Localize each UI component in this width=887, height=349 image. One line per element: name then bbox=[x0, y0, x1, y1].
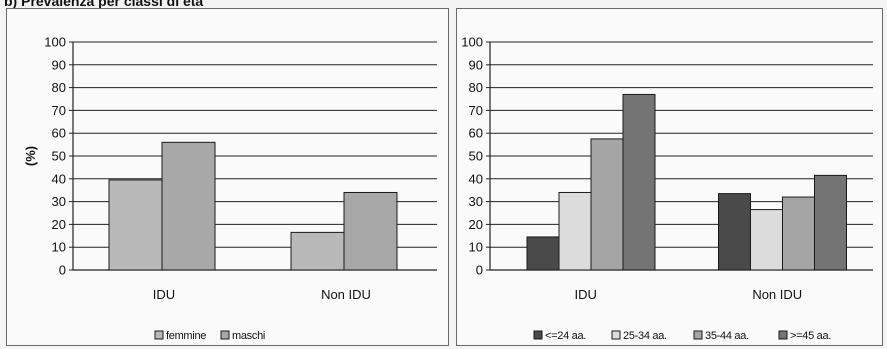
figure-heading: b) Prevalenza per classi di età bbox=[4, 0, 204, 9]
y-tick-label: 10 bbox=[52, 240, 66, 255]
legend-label: 35-44 aa. bbox=[705, 330, 749, 342]
category-label: IDU bbox=[575, 287, 597, 302]
y-tick-label: 90 bbox=[469, 57, 483, 72]
y-tick-label: 40 bbox=[52, 171, 66, 186]
y-tick-label: 20 bbox=[52, 217, 66, 232]
bar-idu-0 bbox=[108, 179, 163, 271]
bar-chart-by-age: 0 10 20 30 40 50 60 70 80 90 100 IDU Non IDU <=24 aa.… bbox=[461, 35, 873, 342]
legend-label: <=24 aa. bbox=[545, 330, 586, 342]
y-tick-label: 70 bbox=[52, 103, 66, 118]
bar-non-idu-3 bbox=[814, 174, 847, 271]
bar-chart-by-sex: 0 10 20 30 40 50 60 70 80 90 100 (%) IDU Non IDU femmi… bbox=[23, 35, 437, 342]
category-label: Non IDU bbox=[752, 287, 802, 302]
y-tick-label: 80 bbox=[469, 80, 483, 95]
legend-label: femmine bbox=[166, 330, 206, 342]
legend-label: 25-34 aa. bbox=[623, 330, 667, 342]
bar-idu-1 bbox=[558, 191, 592, 271]
y-axis-label: (%) bbox=[23, 146, 38, 166]
y-tick-label: 10 bbox=[469, 240, 483, 255]
legend-swatch bbox=[778, 330, 788, 340]
chart-panel-by-age: 0 10 20 30 40 50 60 70 80 90 100 IDU Non IDU <=24 aa.… bbox=[456, 8, 883, 346]
legend-swatch bbox=[533, 330, 543, 340]
bar-non-idu-0 bbox=[718, 193, 751, 271]
y-tick-label: 20 bbox=[469, 217, 483, 232]
y-tick-label: 60 bbox=[469, 126, 483, 141]
category-label: IDU bbox=[153, 287, 175, 302]
bar-idu-1 bbox=[161, 141, 216, 271]
bar-idu-3 bbox=[622, 93, 656, 271]
bar-non-idu-0 bbox=[290, 231, 345, 271]
bar-idu-2 bbox=[590, 138, 624, 271]
y-tick-label: 40 bbox=[469, 171, 483, 186]
bar-non-idu-1 bbox=[343, 191, 398, 271]
y-tick-label: 100 bbox=[44, 35, 66, 50]
bar-non-idu-1 bbox=[750, 209, 783, 271]
y-tick-label: 30 bbox=[52, 194, 66, 209]
legend-swatch bbox=[154, 330, 164, 340]
chart-panel-by-sex: 0 10 20 30 40 50 60 70 80 90 100 (%) IDU Non IDU femmi… bbox=[6, 8, 449, 346]
legend-swatch bbox=[693, 330, 703, 340]
legend-swatch bbox=[220, 330, 230, 340]
y-tick-label: 50 bbox=[52, 149, 66, 164]
y-tick-label: 60 bbox=[52, 126, 66, 141]
y-tick-label: 30 bbox=[469, 194, 483, 209]
category-label: Non IDU bbox=[321, 287, 371, 302]
legend-label: >=45 aa. bbox=[790, 330, 831, 342]
legend-swatch bbox=[611, 330, 621, 340]
bar-idu-0 bbox=[526, 236, 560, 271]
legend-label: maschi bbox=[232, 330, 265, 342]
y-tick-label: 70 bbox=[469, 103, 483, 118]
y-tick-label: 50 bbox=[469, 149, 483, 164]
y-tick-label: 100 bbox=[461, 35, 483, 50]
y-tick-label: 0 bbox=[59, 263, 66, 278]
y-tick-label: 90 bbox=[52, 57, 66, 72]
y-tick-label: 80 bbox=[52, 80, 66, 95]
y-tick-label: 0 bbox=[476, 263, 483, 278]
bar-non-idu-2 bbox=[782, 196, 815, 271]
